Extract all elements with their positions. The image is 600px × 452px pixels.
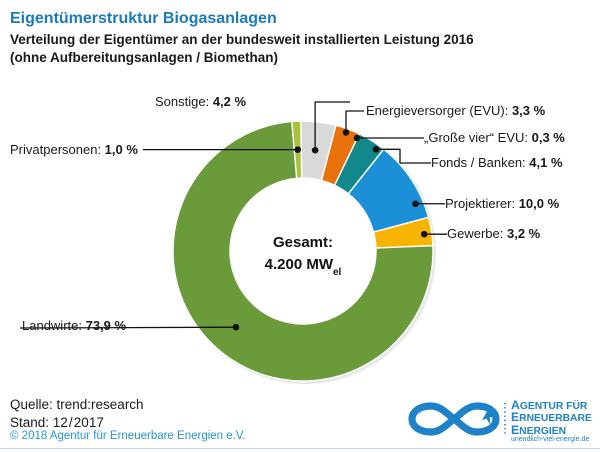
- svg-text:Gesamt:: Gesamt:: [273, 234, 333, 251]
